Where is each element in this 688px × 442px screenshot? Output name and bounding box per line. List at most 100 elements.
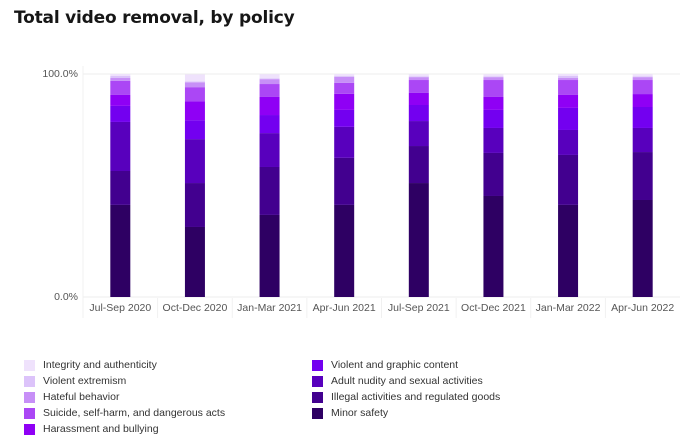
bar-segment[interactable] xyxy=(632,107,653,128)
bar-segment[interactable] xyxy=(408,121,429,147)
legend-swatch xyxy=(24,359,35,371)
bar-segment[interactable] xyxy=(110,76,131,79)
bar-segment[interactable] xyxy=(483,109,504,128)
bar-segment[interactable] xyxy=(259,96,280,116)
bar-segment[interactable] xyxy=(184,183,205,227)
bar-segment[interactable] xyxy=(334,126,355,158)
bar-segment[interactable] xyxy=(483,96,504,110)
bar-segment[interactable] xyxy=(110,78,131,81)
bar-segment[interactable] xyxy=(483,195,504,297)
bar-segment[interactable] xyxy=(632,76,653,78)
x-tick-label: Apr-Jun 2021 xyxy=(313,302,376,314)
legend-item[interactable]: Hateful behavior xyxy=(24,389,225,405)
bar-segment[interactable] xyxy=(558,107,579,130)
bar-segment[interactable] xyxy=(408,76,429,78)
bar-segment[interactable] xyxy=(483,80,504,97)
bar-segment[interactable] xyxy=(259,84,280,97)
chart-title: Total video removal, by policy xyxy=(14,8,295,28)
bar-segment[interactable] xyxy=(408,92,429,105)
legend-label: Suicide, self-harm, and dangerous acts xyxy=(43,407,226,419)
legend-item[interactable]: Integrity and authenticity xyxy=(24,357,225,373)
bar-segment[interactable] xyxy=(334,93,355,110)
bar-stack[interactable] xyxy=(632,74,653,297)
bar-segment[interactable] xyxy=(184,74,205,82)
bar-stack[interactable] xyxy=(110,74,131,297)
bar-segment[interactable] xyxy=(483,76,504,78)
bar-segment[interactable] xyxy=(632,152,653,200)
bar-segment[interactable] xyxy=(259,79,280,85)
bar-segment[interactable] xyxy=(483,74,504,77)
bar-segment[interactable] xyxy=(334,76,355,83)
x-tick-label: Jul-Sep 2021 xyxy=(388,302,450,314)
legend-swatch xyxy=(312,359,323,371)
bar-segment[interactable] xyxy=(259,214,280,297)
legend-item[interactable]: Suicide, self-harm, and dangerous acts xyxy=(24,405,225,421)
bar-stack[interactable] xyxy=(184,74,205,297)
legend-item[interactable]: Violent and graphic content xyxy=(312,357,500,373)
legend-swatch xyxy=(24,375,35,387)
bar-segment[interactable] xyxy=(408,146,429,184)
legend-item[interactable]: Illegal activities and regulated goods xyxy=(312,389,500,405)
bar-segment[interactable] xyxy=(184,120,205,140)
bar-segment[interactable] xyxy=(558,154,579,205)
bar-segment[interactable] xyxy=(334,109,355,127)
bar-stack[interactable] xyxy=(334,74,355,297)
bar-segment[interactable] xyxy=(408,77,429,81)
bar-segment[interactable] xyxy=(259,133,280,167)
bar-segment[interactable] xyxy=(483,127,504,153)
bar-segment[interactable] xyxy=(334,82,355,94)
bar-segment[interactable] xyxy=(110,204,131,297)
bar-segment[interactable] xyxy=(558,76,579,79)
bar-segment[interactable] xyxy=(558,204,579,297)
bar-segment[interactable] xyxy=(110,74,131,77)
bar-stack[interactable] xyxy=(259,74,280,297)
bar-segment[interactable] xyxy=(259,115,280,134)
bar-segment[interactable] xyxy=(184,87,205,102)
bar-stack[interactable] xyxy=(408,74,429,297)
bar-segment[interactable] xyxy=(408,80,429,93)
bar-stack[interactable] xyxy=(483,74,504,297)
bar-segment[interactable] xyxy=(408,104,429,122)
bar-segment[interactable] xyxy=(334,76,355,77)
bar-segment[interactable] xyxy=(184,82,205,88)
bar-segment[interactable] xyxy=(558,78,579,81)
bar-segment[interactable] xyxy=(259,166,280,215)
bar-segment[interactable] xyxy=(483,77,504,81)
bar-segment[interactable] xyxy=(184,226,205,297)
bar-segment[interactable] xyxy=(632,74,653,77)
bar-segment[interactable] xyxy=(632,77,653,81)
bar-segment[interactable] xyxy=(334,157,355,205)
bar-segment[interactable] xyxy=(110,171,131,205)
legend-label: Illegal activities and regulated goods xyxy=(331,391,501,403)
bar-segment[interactable] xyxy=(632,199,653,297)
bar-segment[interactable] xyxy=(408,74,429,77)
bar-segment[interactable] xyxy=(259,74,280,79)
bar-segment[interactable] xyxy=(110,121,131,172)
legend-item[interactable]: Violent extremism xyxy=(24,373,225,389)
bar-segment[interactable] xyxy=(558,74,579,77)
bar-segment[interactable] xyxy=(184,81,205,83)
bar-segment[interactable] xyxy=(632,80,653,95)
bar-stack[interactable] xyxy=(558,74,579,297)
bar-segment[interactable] xyxy=(632,94,653,108)
bar-segment[interactable] xyxy=(632,127,653,153)
bar-segment[interactable] xyxy=(110,105,131,122)
bar-segment[interactable] xyxy=(483,152,504,196)
legend-label: Violent extremism xyxy=(43,375,127,387)
bar-segment[interactable] xyxy=(334,74,355,77)
bar-segment[interactable] xyxy=(110,80,131,95)
x-tick-label: Jan-Mar 2021 xyxy=(237,302,302,314)
legend-item[interactable]: Minor safety xyxy=(312,405,500,421)
bar-segment[interactable] xyxy=(184,139,205,184)
bar-segment[interactable] xyxy=(558,94,579,108)
legend-item[interactable]: Harassment and bullying xyxy=(24,421,225,437)
bar-segment[interactable] xyxy=(558,80,579,95)
bar-segment[interactable] xyxy=(110,94,131,106)
bar-segment[interactable] xyxy=(259,78,280,80)
bar-segment[interactable] xyxy=(184,101,205,121)
x-tick-label: Jul-Sep 2020 xyxy=(89,302,151,314)
bar-segment[interactable] xyxy=(334,204,355,297)
legend-item[interactable]: Adult nudity and sexual activities xyxy=(312,373,500,389)
bar-segment[interactable] xyxy=(558,129,579,155)
bar-segment[interactable] xyxy=(408,183,429,297)
